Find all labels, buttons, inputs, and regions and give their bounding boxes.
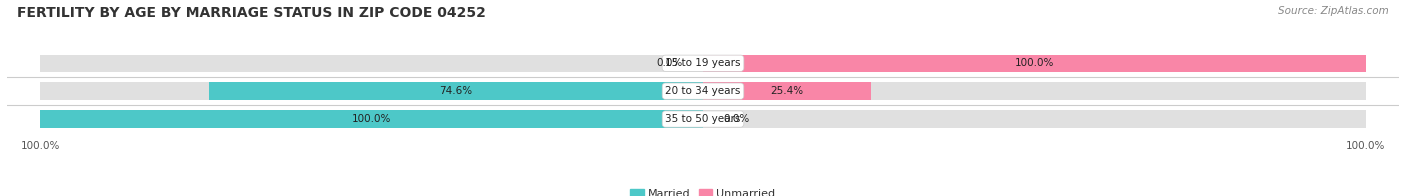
Text: Source: ZipAtlas.com: Source: ZipAtlas.com: [1278, 6, 1389, 16]
Bar: [703, 83, 1365, 100]
Text: 35 to 50 years: 35 to 50 years: [665, 114, 741, 124]
Bar: [208, 83, 703, 100]
Bar: [41, 54, 703, 72]
Bar: [41, 110, 703, 128]
Text: 0.0%: 0.0%: [657, 58, 683, 68]
Text: 15 to 19 years: 15 to 19 years: [665, 58, 741, 68]
Text: 0.0%: 0.0%: [723, 114, 749, 124]
Text: 74.6%: 74.6%: [439, 86, 472, 96]
Text: 100.0%: 100.0%: [352, 114, 391, 124]
Text: 20 to 34 years: 20 to 34 years: [665, 86, 741, 96]
Bar: [41, 110, 703, 128]
Text: 100.0%: 100.0%: [1015, 58, 1054, 68]
Bar: [703, 54, 1365, 72]
Text: FERTILITY BY AGE BY MARRIAGE STATUS IN ZIP CODE 04252: FERTILITY BY AGE BY MARRIAGE STATUS IN Z…: [17, 6, 485, 20]
Bar: [703, 110, 1365, 128]
Bar: [703, 54, 1365, 72]
Legend: Married, Unmarried: Married, Unmarried: [626, 184, 780, 196]
Bar: [703, 83, 872, 100]
Text: 25.4%: 25.4%: [770, 86, 804, 96]
Bar: [41, 83, 703, 100]
